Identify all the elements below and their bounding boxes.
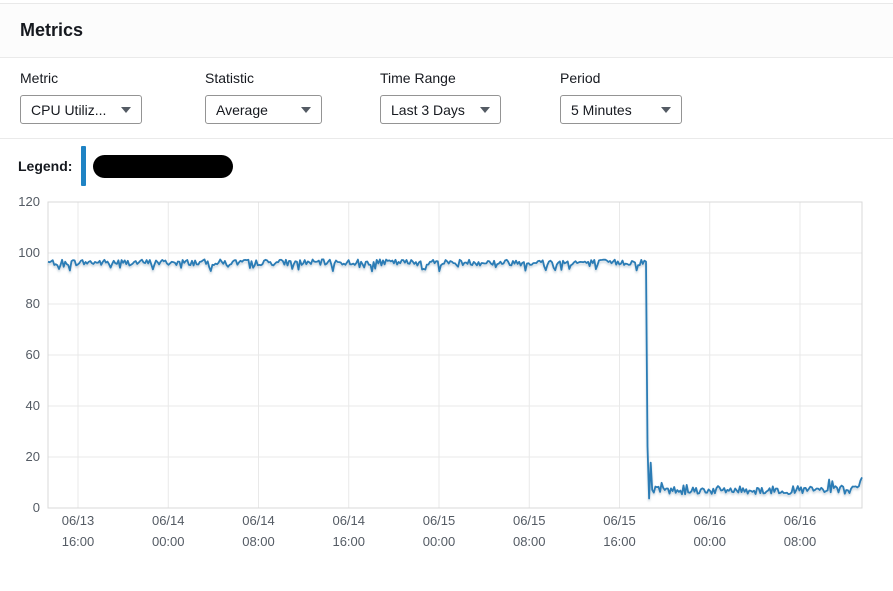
- y-tick-label: 40: [26, 398, 40, 413]
- plot-border: [47, 201, 863, 509]
- legend-label: Legend:: [18, 158, 73, 174]
- x-tick-time: 00:00: [152, 534, 185, 549]
- metric-label: Metric: [20, 70, 59, 86]
- x-tick-time: 16:00: [62, 534, 95, 549]
- y-tick-label: 0: [33, 500, 40, 515]
- chevron-down-icon: [301, 106, 311, 113]
- metric-control: Metric CPU Utiliz...: [20, 70, 205, 124]
- x-tick-date: 06/15: [513, 513, 546, 528]
- period-label: Period: [560, 70, 601, 86]
- statistic-control: Statistic Average: [205, 70, 380, 124]
- panel-header: Metrics: [0, 4, 893, 58]
- x-tick-time: 16:00: [603, 534, 636, 549]
- cpu-utilization-line-chart: 0 20 40 60 80 100 120 06/13 16:00 06/14 00:00 06/14…: [18, 194, 863, 549]
- x-tick-date: 06/16: [693, 513, 726, 528]
- statistic-dropdown[interactable]: Average: [205, 95, 322, 124]
- legend-series-color-bar: [81, 146, 87, 186]
- period-control: Period 5 Minutes: [560, 70, 742, 124]
- time-range-control: Time Range Last 3 Days: [380, 70, 560, 124]
- page-title: Metrics: [20, 20, 84, 40]
- y-tick-label: 120: [18, 194, 40, 209]
- y-tick-label: 80: [26, 296, 40, 311]
- y-tick-label: 60: [26, 347, 40, 362]
- section-divider: [0, 138, 893, 139]
- x-tick-date: 06/15: [423, 513, 456, 528]
- period-dropdown-value: 5 Minutes: [571, 101, 632, 118]
- metric-dropdown-value: CPU Utiliz...: [31, 101, 107, 118]
- x-tick-date: 06/14: [332, 513, 365, 528]
- metrics-chart: 0 20 40 60 80 100 120 06/13 16:00 06/14 00:00 06/14…: [0, 193, 893, 568]
- metrics-panel: Metrics Metric CPU Utiliz... Statistic A…: [0, 3, 893, 568]
- x-tick-time: 16:00: [332, 534, 365, 549]
- x-tick-date: 06/16: [784, 513, 817, 528]
- chevron-down-icon: [661, 106, 671, 113]
- chevron-down-icon: [121, 106, 131, 113]
- statistic-label: Statistic: [205, 70, 255, 86]
- chevron-down-icon: [480, 106, 490, 113]
- x-tick-date: 06/13: [62, 513, 95, 528]
- x-tick-date: 06/14: [242, 513, 275, 528]
- x-tick-date: 06/15: [603, 513, 636, 528]
- time-range-dropdown-value: Last 3 Days: [391, 101, 465, 118]
- period-dropdown[interactable]: 5 Minutes: [560, 95, 682, 124]
- y-tick-label: 100: [18, 245, 40, 260]
- y-tick-label: 20: [26, 449, 40, 464]
- x-tick-time: 08:00: [242, 534, 275, 549]
- x-tick-time: 08:00: [513, 534, 546, 549]
- chart-controls: Metric CPU Utiliz... Statistic Average T…: [0, 58, 893, 138]
- chart-legend: Legend:: [0, 139, 893, 193]
- statistic-dropdown-value: Average: [216, 101, 268, 118]
- x-tick-date: 06/14: [152, 513, 185, 528]
- time-range-dropdown[interactable]: Last 3 Days: [380, 95, 501, 124]
- cpu-utilization-series-line: [47, 258, 863, 500]
- x-tick-time: 08:00: [784, 534, 817, 549]
- time-range-label: Time Range: [380, 70, 456, 86]
- x-tick-time: 00:00: [693, 534, 726, 549]
- metric-dropdown[interactable]: CPU Utiliz...: [20, 95, 142, 124]
- x-tick-time: 00:00: [423, 534, 456, 549]
- legend-series-name-redacted: [93, 154, 234, 178]
